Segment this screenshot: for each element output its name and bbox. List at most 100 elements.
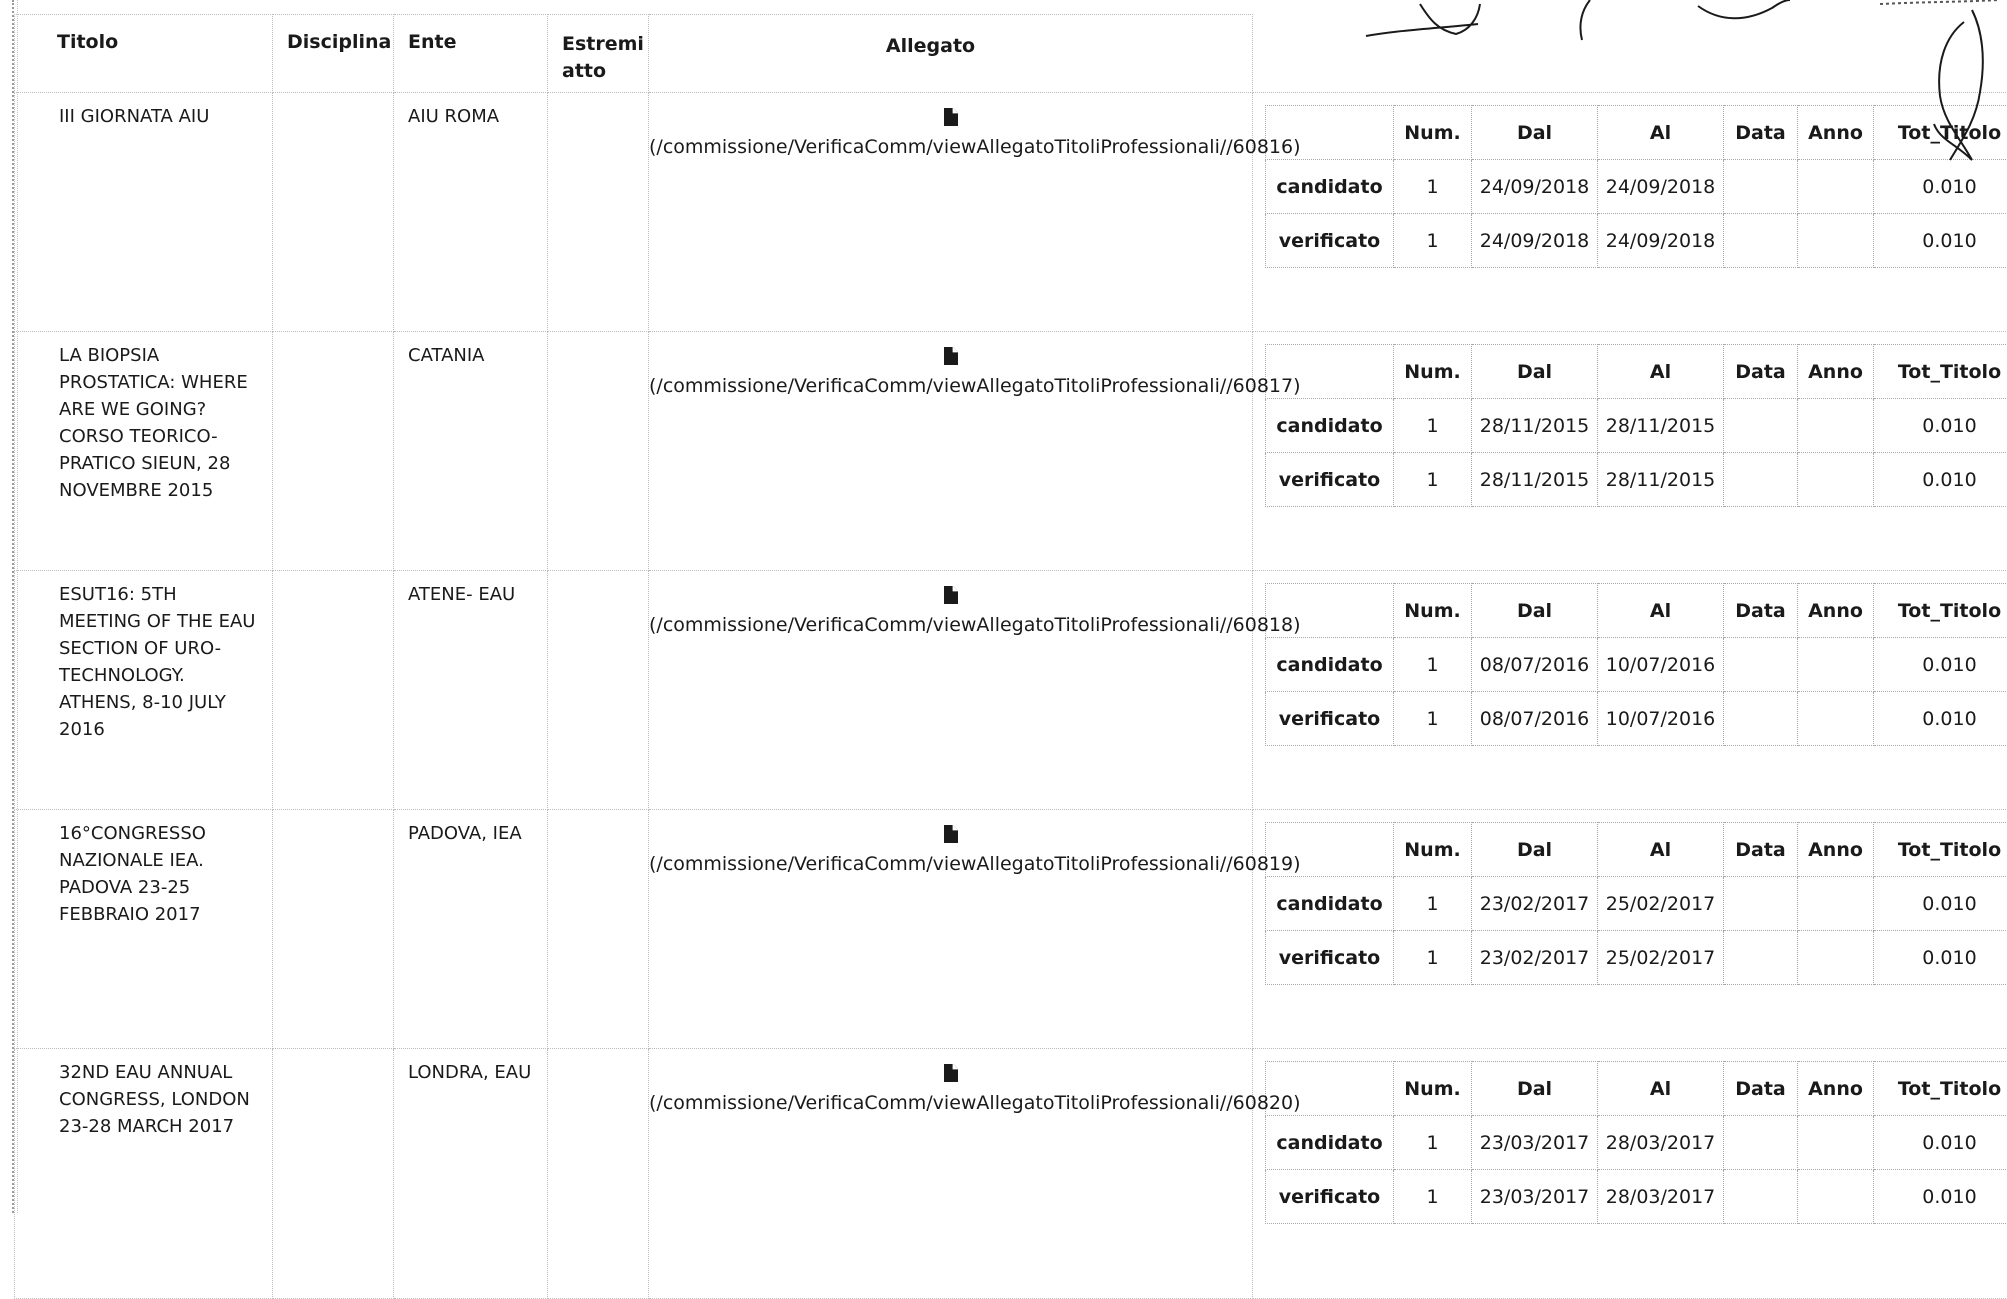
inner-header-1: Num.	[1394, 106, 1472, 160]
verificato-dal: 23/02/2017	[1472, 931, 1598, 985]
allegato-link[interactable]: (/commissione/VerificaComm/viewAllegatoT…	[649, 1089, 1252, 1117]
disciplina-text	[273, 1049, 393, 1059]
table-row: LA BIOPSIA PROSTATICA: WHERE ARE WE GOIN…	[15, 332, 2007, 571]
titles-table: Titolo Disciplina Ente Estremi atto Alle…	[14, 14, 2007, 1299]
cell-allegato: (/commissione/VerificaComm/viewAllegatoT…	[649, 571, 1253, 810]
disciplina-text	[273, 810, 393, 820]
verificato-anno	[1798, 453, 1874, 507]
table-row: III GIORNATA AIU AIU ROMA (/commissione/…	[15, 93, 2007, 332]
verificato-dal: 24/09/2018	[1472, 214, 1598, 268]
verificato-data	[1724, 931, 1798, 985]
titolo-text: ESUT16: 5TH MEETING OF THE EAU SECTION O…	[15, 571, 272, 743]
inner-header-6: Tot_Titolo	[1874, 823, 2007, 877]
estremi-text	[548, 1049, 648, 1059]
candidato-num: 1	[1394, 877, 1472, 931]
ente-text: ATENE- EAU	[394, 571, 547, 608]
cell-allegato: (/commissione/VerificaComm/viewAllegatoT…	[649, 810, 1253, 1049]
candidato-data	[1724, 399, 1798, 453]
file-icon[interactable]	[943, 107, 959, 127]
cell-ente: CATANIA	[394, 332, 548, 571]
allegato-link[interactable]: (/commissione/VerificaComm/viewAllegatoT…	[649, 372, 1252, 400]
candidato-anno	[1798, 877, 1874, 931]
verificato-data	[1724, 214, 1798, 268]
verificato-num: 1	[1394, 214, 1472, 268]
verificato-data	[1724, 1170, 1798, 1224]
verificato-label: verificato	[1266, 692, 1394, 746]
candidato-num: 1	[1394, 638, 1472, 692]
cell-ente: LONDRA, EAU	[394, 1049, 548, 1299]
inner-header-3: Al	[1598, 345, 1724, 399]
verificato-tot: 0.010	[1874, 1170, 2007, 1224]
file-icon[interactable]	[943, 824, 959, 844]
cell-disciplina	[273, 810, 394, 1049]
verificato-tot: 0.010	[1874, 453, 2007, 507]
titolo-text: III GIORNATA AIU	[15, 93, 272, 130]
inner-header-1: Num.	[1394, 584, 1472, 638]
cell-titolo: III GIORNATA AIU	[15, 93, 273, 332]
inner-header-3: Al	[1598, 106, 1724, 160]
file-icon[interactable]	[943, 585, 959, 605]
ente-text: PADOVA, IEA	[394, 810, 547, 847]
inner-header-1: Num.	[1394, 823, 1472, 877]
cell-allegato: (/commissione/VerificaComm/viewAllegatoT…	[649, 332, 1253, 571]
candidato-data	[1724, 638, 1798, 692]
candidato-dal: 23/03/2017	[1472, 1116, 1598, 1170]
cell-titolo: 32ND EAU ANNUAL CONGRESS, LONDON 23-28 M…	[15, 1049, 273, 1299]
inner-header-4: Data	[1724, 345, 1798, 399]
candidato-data	[1724, 877, 1798, 931]
inner-header-4: Data	[1724, 1062, 1798, 1116]
cell-estremi	[548, 1049, 649, 1299]
header-disciplina: Disciplina	[273, 15, 394, 93]
inner-header-3: Al	[1598, 584, 1724, 638]
titolo-text: LA BIOPSIA PROSTATICA: WHERE ARE WE GOIN…	[15, 332, 272, 504]
inner-header-5: Anno	[1798, 584, 1874, 638]
verificato-al: 28/03/2017	[1598, 1170, 1724, 1224]
file-icon[interactable]	[943, 1063, 959, 1083]
cell-allegato: (/commissione/VerificaComm/viewAllegatoT…	[649, 1049, 1253, 1299]
allegato-link[interactable]: (/commissione/VerificaComm/viewAllegatoT…	[649, 850, 1252, 878]
header-ente: Ente	[394, 15, 548, 93]
inner-header-4: Data	[1724, 823, 1798, 877]
inner-header-5: Anno	[1798, 823, 1874, 877]
inner-header-5: Anno	[1798, 345, 1874, 399]
cell-estremi	[548, 810, 649, 1049]
disciplina-text	[273, 571, 393, 581]
inner-header-2: Dal	[1472, 584, 1598, 638]
verificato-dal: 23/03/2017	[1472, 1170, 1598, 1224]
candidato-label: candidato	[1266, 1116, 1394, 1170]
candidato-num: 1	[1394, 399, 1472, 453]
estremi-text	[548, 332, 648, 342]
cell-ente: ATENE- EAU	[394, 571, 548, 810]
file-icon[interactable]	[943, 346, 959, 366]
verificato-num: 1	[1394, 1170, 1472, 1224]
verificato-anno	[1798, 692, 1874, 746]
candidato-label: candidato	[1266, 877, 1394, 931]
verificato-label: verificato	[1266, 931, 1394, 985]
candidato-anno	[1798, 160, 1874, 214]
verificato-label: verificato	[1266, 453, 1394, 507]
cell-estremi	[548, 571, 649, 810]
allegato-link[interactable]: (/commissione/VerificaComm/viewAllegatoT…	[649, 611, 1252, 639]
allegato-link[interactable]: (/commissione/VerificaComm/viewAllegatoT…	[649, 133, 1252, 161]
estremi-text	[548, 93, 648, 103]
inner-header-2: Dal	[1472, 823, 1598, 877]
verificato-data	[1724, 692, 1798, 746]
verificato-al: 25/02/2017	[1598, 931, 1724, 985]
